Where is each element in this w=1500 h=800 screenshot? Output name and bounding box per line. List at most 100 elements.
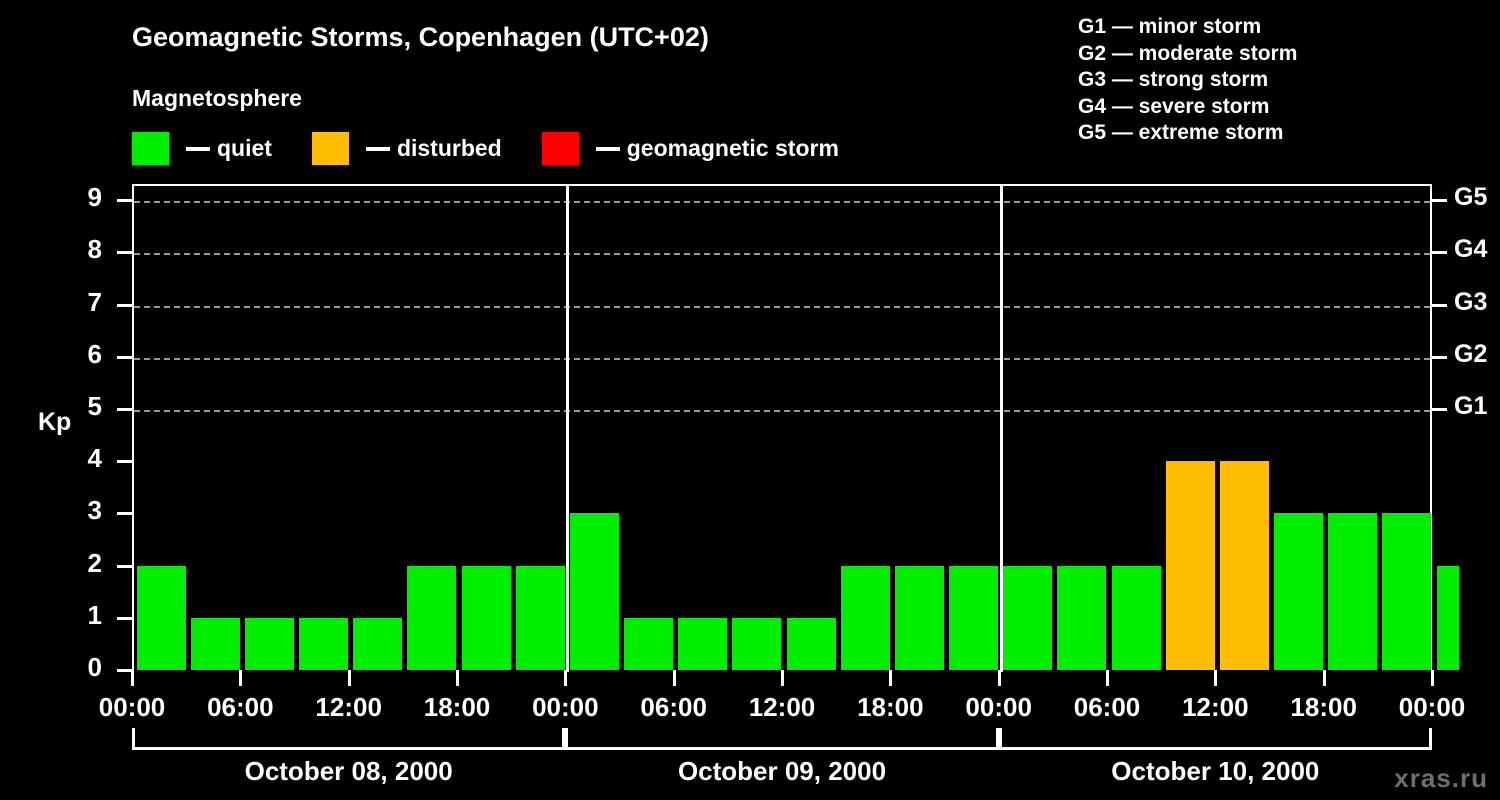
y-tick-mark-1 <box>117 616 132 620</box>
g-tick-label-G3: G3 <box>1454 287 1488 316</box>
x-tick-mark-8 <box>997 670 1001 686</box>
x-tick-mark-0 <box>131 670 134 686</box>
bar <box>1274 513 1324 670</box>
legend-entry-disturbed: disturbed <box>311 132 502 165</box>
watermark: xras.ru <box>1394 763 1488 793</box>
day-separator-2 <box>999 186 1003 672</box>
bar <box>1328 513 1378 670</box>
bar <box>1111 565 1161 670</box>
x-tick-mark-10 <box>1214 670 1218 686</box>
y-tick-label-2: 2 <box>87 547 102 578</box>
day-bracket-1 <box>132 728 566 750</box>
bar <box>624 617 674 670</box>
x-tick-label-3: 18:00 <box>423 692 491 722</box>
legend-entry-geomagnetic-storm: geomagnetic storm <box>541 132 839 165</box>
x-tick-label-2: 12:00 <box>315 692 382 722</box>
x-tick-mark-1 <box>239 670 243 686</box>
bar <box>569 513 619 670</box>
x-tick-label-8: 00:00 <box>965 692 1032 722</box>
y-tick-label-9: 9 <box>87 182 102 213</box>
bar <box>732 617 782 670</box>
gridline-kp-8 <box>134 253 1430 256</box>
x-tick-label-5: 06:00 <box>640 692 707 722</box>
day-label-3: October 10, 2000 <box>1111 756 1320 786</box>
g-legend-row-1: G1 — minor storm <box>1078 15 1262 38</box>
bar <box>407 565 457 670</box>
g-tick-mark-G1 <box>1432 408 1447 411</box>
y-tick-mark-7 <box>117 303 132 307</box>
day-bracket-3 <box>998 728 1432 750</box>
legend-entry-quiet: quiet <box>132 132 272 165</box>
y-tick-mark-9 <box>117 199 132 203</box>
gridline-kp-6 <box>134 357 1430 360</box>
g-tick-label-G4: G4 <box>1454 235 1488 264</box>
day-bracket-2 <box>565 728 999 750</box>
bar <box>1219 461 1269 670</box>
g-legend-row-3: G3 — strong storm <box>1078 68 1269 91</box>
y-tick-label-6: 6 <box>87 338 102 369</box>
y-tick-label-1: 1 <box>87 599 102 630</box>
bar <box>299 617 349 670</box>
legend-label-quiet: quiet <box>217 135 272 161</box>
g-legend-row-5: G5 — extreme storm <box>1078 121 1284 144</box>
bar <box>244 617 294 670</box>
chart-subtitle: Magnetosphere <box>132 85 302 111</box>
x-tick-label-6: 12:00 <box>748 692 816 722</box>
y-tick-label-3: 3 <box>87 495 102 526</box>
legend-swatch-disturbed <box>311 132 349 165</box>
bar <box>190 617 240 670</box>
x-tick-label-0: 00:00 <box>98 692 166 722</box>
color-legend: quiet disturbed geomagnetic storm <box>132 132 839 165</box>
y-tick-mark-5 <box>117 408 132 411</box>
x-tick-mark-5 <box>672 670 676 686</box>
g-legend-row-4: G4 — severe storm <box>1078 94 1270 118</box>
plot-area <box>132 184 1459 672</box>
x-tick-label-11: 18:00 <box>1290 692 1357 722</box>
x-tick-mark-11 <box>1322 670 1326 686</box>
day-label-2: October 09, 2000 <box>677 756 887 786</box>
x-tick-mark-3 <box>456 670 459 686</box>
bar <box>1003 565 1053 670</box>
x-tick-mark-4 <box>564 670 568 686</box>
x-tick-label-12: 00:00 <box>1398 692 1466 722</box>
bar <box>1057 565 1107 670</box>
legend-label-disturbed: disturbed <box>396 135 502 161</box>
x-tick-label-7: 18:00 <box>857 692 924 722</box>
bar <box>353 617 403 670</box>
legend-dash-icon <box>365 146 390 151</box>
gridline-kp-7 <box>134 305 1430 308</box>
g-scale-legend: G1 — minor storm G2 — moderate storm G3 — … <box>1078 14 1297 147</box>
bar <box>949 565 999 670</box>
day-separator-1 <box>566 186 570 672</box>
bar <box>1382 513 1432 670</box>
legend-dash-icon <box>186 146 210 151</box>
plot-inner <box>134 186 1459 672</box>
g-tick-mark-G3 <box>1432 303 1447 307</box>
y-tick-label-8: 8 <box>87 234 102 265</box>
bar <box>840 565 890 670</box>
x-tick-label-9: 06:00 <box>1073 692 1141 722</box>
g-tick-label-G1: G1 <box>1454 392 1488 420</box>
bar <box>515 565 565 670</box>
y-axis-title: Kp <box>38 408 72 436</box>
x-tick-label-4: 00:00 <box>532 692 599 722</box>
y-tick-label-7: 7 <box>87 286 102 317</box>
legend-swatch-geomagnetic-storm <box>541 132 579 165</box>
y-tick-label-5: 5 <box>87 391 102 421</box>
y-tick-mark-4 <box>117 460 132 464</box>
legend-dash-icon <box>595 146 620 151</box>
bar <box>136 565 186 670</box>
page-title: Geomagnetic Storms, Copenhagen (UTC+02) <box>132 22 709 52</box>
y-tick-mark-6 <box>117 355 132 359</box>
x-tick-mark-6 <box>781 670 784 686</box>
y-tick-label-0: 0 <box>87 652 102 682</box>
gridline-kp-5 <box>134 410 1430 412</box>
bar <box>1436 565 1459 670</box>
bar <box>894 565 944 670</box>
bar <box>1165 461 1215 670</box>
y-tick-mark-0 <box>117 669 132 672</box>
legend-label-geomagnetic-storm: geomagnetic storm <box>626 135 839 161</box>
x-tick-mark-2 <box>347 670 351 686</box>
y-tick-label-4: 4 <box>87 443 102 474</box>
